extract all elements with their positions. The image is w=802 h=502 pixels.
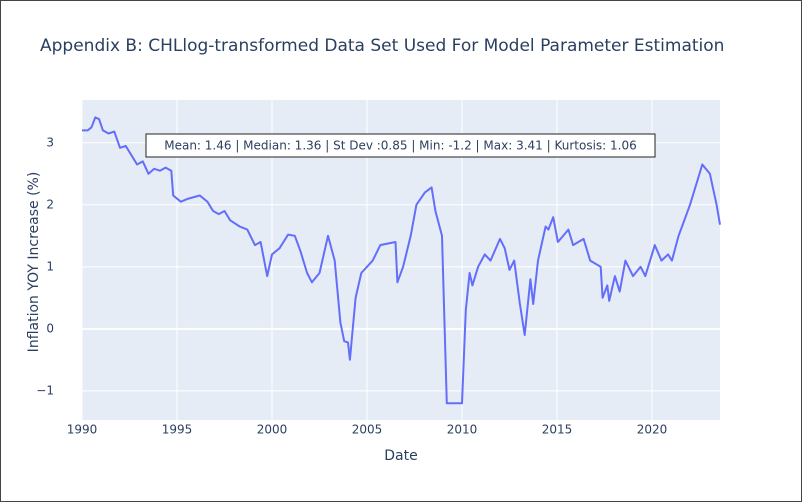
annotation-box	[145, 133, 656, 158]
y-tick-label: 1	[46, 259, 54, 273]
y-tick-label: 0	[46, 321, 54, 335]
x-tick-label: 2005	[352, 423, 383, 437]
x-tick-label: 1990	[67, 423, 98, 437]
x-tick-label: 2015	[542, 423, 573, 437]
x-tick-label: 2010	[447, 423, 478, 437]
annotation: Mean: 1.46 | Median: 1.36 | St Dev :0.85…	[164, 139, 637, 153]
x-axis-title: Date	[384, 448, 417, 464]
y-tick-label: 3	[46, 135, 54, 149]
x-tick-label: 2020	[637, 423, 668, 437]
y-tick-label: −1	[36, 383, 54, 397]
chart-title: Appendix B: CHLlog-transformed Data Set …	[40, 36, 724, 56]
data-line	[82, 116, 721, 405]
x-tick-label: 2000	[257, 423, 288, 437]
x-tick-label: 1995	[162, 423, 193, 437]
y-axis-title: Inflation YOY Increase (%)	[26, 172, 42, 353]
y-tick-label: 2	[46, 197, 54, 211]
